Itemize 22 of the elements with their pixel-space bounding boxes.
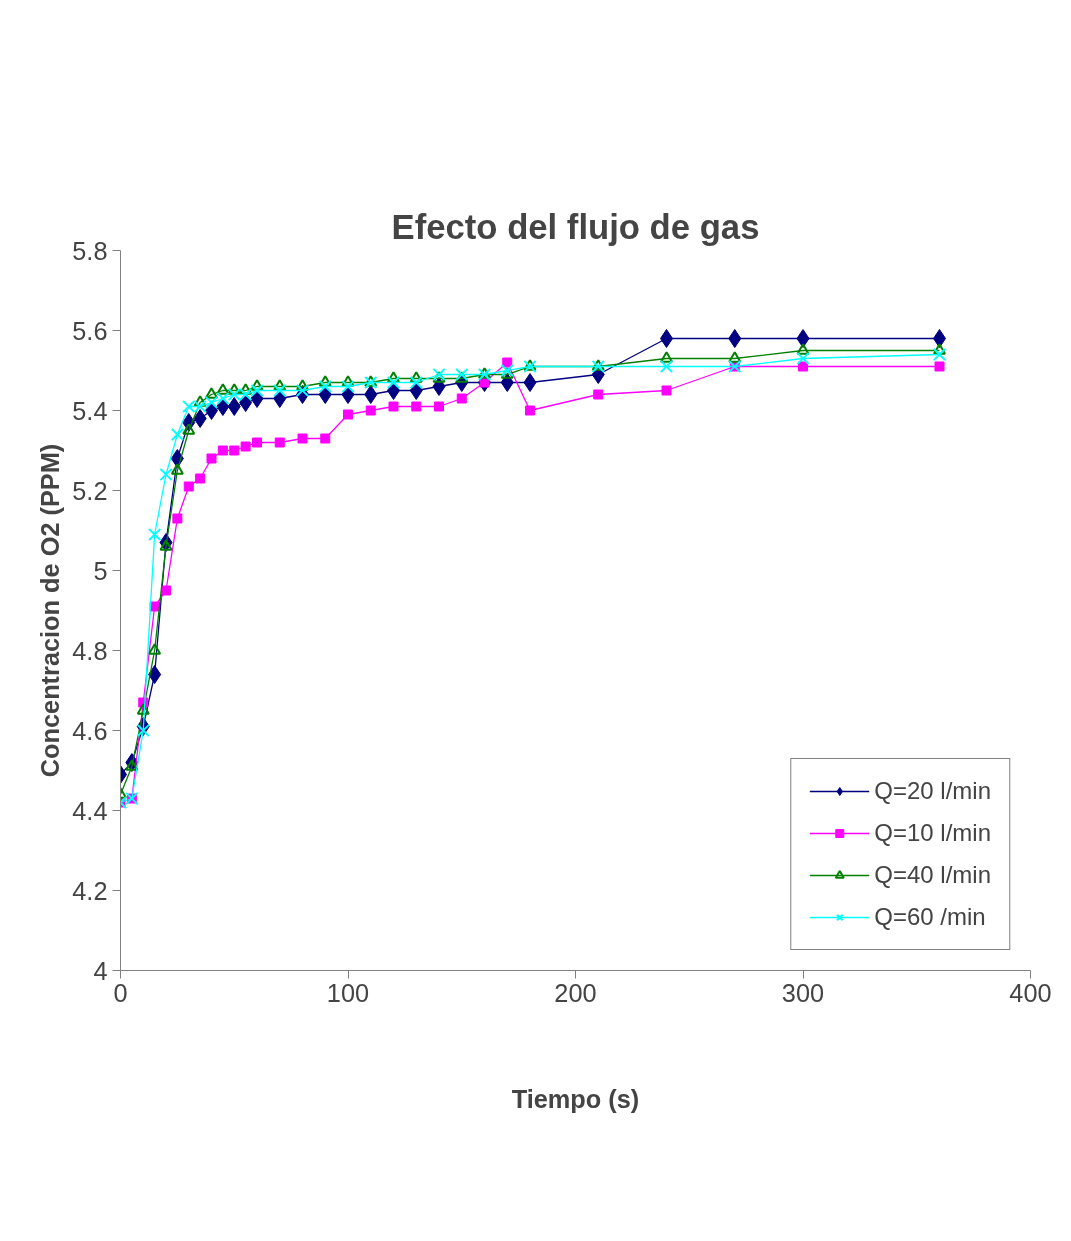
y-axis-title: Concentracion de O2 (PPM) bbox=[36, 443, 65, 778]
y-tick-label: 5.2 bbox=[72, 476, 108, 505]
x-tick-label: 200 bbox=[554, 978, 597, 1007]
legend-label: Q=40 l/min bbox=[874, 861, 991, 889]
legend-label: Q=20 l/min bbox=[874, 777, 991, 805]
y-tick-label: 5.8 bbox=[72, 236, 108, 265]
y-tick-label: 4.6 bbox=[72, 716, 108, 745]
legend-label: Q=10 l/min bbox=[874, 819, 991, 847]
y-tick-label: 4.8 bbox=[72, 636, 108, 665]
y-tick-label: 5 bbox=[93, 556, 108, 585]
x-tick-label: 300 bbox=[781, 978, 825, 1007]
chart-title: Efecto del flujo de gas bbox=[391, 207, 760, 246]
y-tick-label: 5.4 bbox=[72, 396, 108, 425]
y-tick-label: 4.4 bbox=[72, 796, 108, 825]
legend-label: Q=60 /min bbox=[874, 903, 986, 931]
y-tick-label: 4.2 bbox=[72, 876, 108, 905]
x-tick-label: 100 bbox=[326, 978, 370, 1007]
x-axis-title: Tiempo (s) bbox=[511, 1084, 640, 1113]
x-tick-label: 400 bbox=[1009, 978, 1052, 1007]
x-tick-label: 0 bbox=[113, 978, 128, 1007]
y-tick-label: 4 bbox=[93, 956, 108, 985]
y-tick-label: 5.6 bbox=[72, 316, 108, 345]
